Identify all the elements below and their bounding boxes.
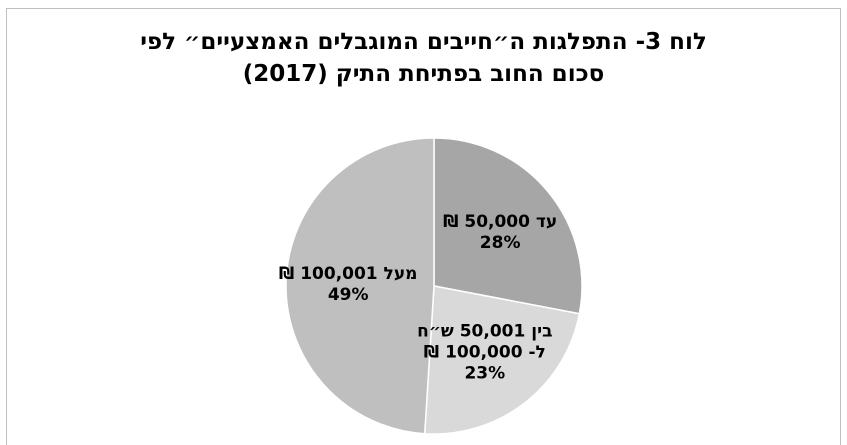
- chart-title-line-1: לוח 3- התפלגות ה״חייבים המוגבלים האמצעיי…: [140, 29, 707, 55]
- pie-slices: [285, 137, 583, 435]
- slice-category-label: מעל 100,001 ₪: [279, 264, 418, 284]
- slice-value-label: 23%: [464, 363, 505, 383]
- slice-50001-to-100000-label: בין 50,001 ש״ח ל- 100,000 ₪ 23%: [417, 321, 552, 383]
- slice-up-to-50000-label: עד 50,000 ₪ 28%: [443, 212, 557, 253]
- slice-value-label: 49%: [328, 285, 369, 305]
- slice-over-100001-label: מעל 100,001 ₪ 49%: [279, 264, 418, 305]
- slice-over-100001: [285, 137, 435, 435]
- chart-title: לוח 3- התפלגות ה״חייבים המוגבלים האמצעיי…: [0, 26, 847, 90]
- slice-category-label: בין 50,001 ש״ח: [417, 321, 552, 341]
- slice-up-to-50000: [433, 137, 583, 315]
- pie-labels: עד 50,000 ₪ 28% בין 50,001 ש״ח ל- 100,000 ₪…: [279, 212, 557, 384]
- slice-50001-to-100000: [423, 285, 581, 435]
- slice-category-label: עד 50,000 ₪: [443, 212, 557, 232]
- slice-category-label: ל- 100,000 ₪: [424, 342, 546, 362]
- slice-value-label: 28%: [480, 233, 521, 253]
- chart-title-line-2: סכום החוב בפתיחת התיק (2017): [242, 61, 605, 87]
